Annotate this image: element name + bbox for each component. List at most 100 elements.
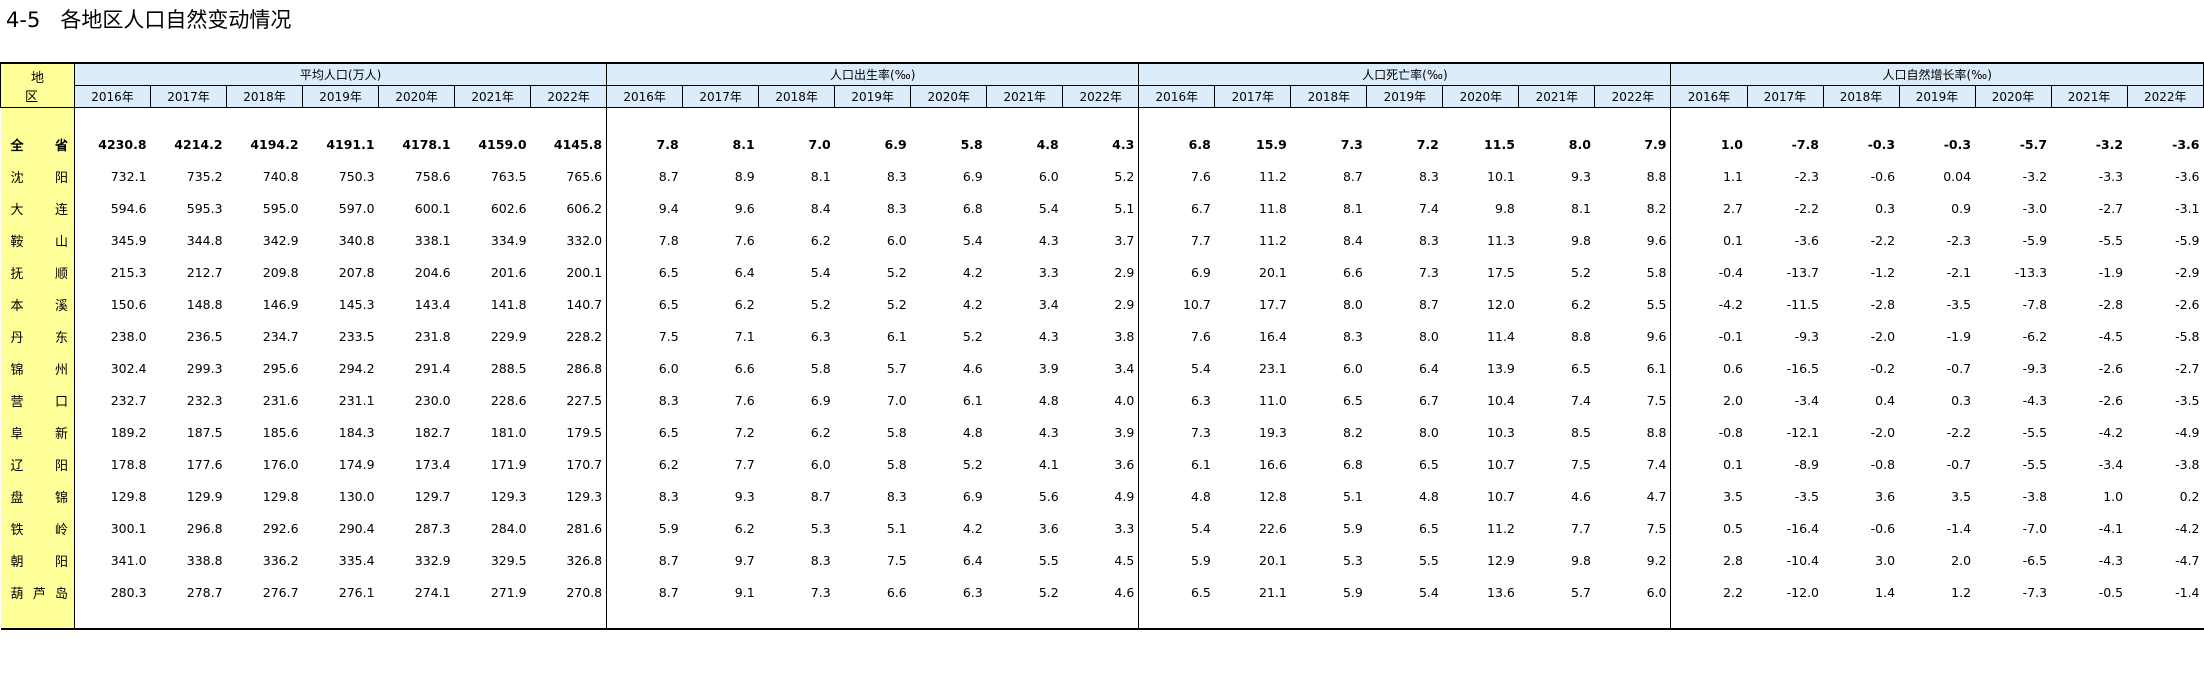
value-cell: 4.8 bbox=[1418, 488, 1439, 504]
value-cell: 8.9 bbox=[734, 168, 755, 184]
value-cell: -5.5 bbox=[2022, 456, 2048, 472]
value-cell: 4.3 bbox=[1038, 328, 1059, 344]
value-cell: -3.2 bbox=[2022, 168, 2048, 184]
value-cell: -3.5 bbox=[2175, 392, 2200, 408]
value-cell: 8.4 bbox=[810, 200, 831, 216]
value-cell: 8.1 bbox=[1571, 200, 1591, 216]
empty-cell bbox=[1062, 107, 1140, 128]
value-cell: 8.4 bbox=[1342, 232, 1363, 248]
value-cell: -3.2 bbox=[2095, 136, 2124, 152]
empty-cell bbox=[910, 608, 987, 630]
value-cell: 6.0 bbox=[1038, 168, 1059, 184]
value-cell: 12.0 bbox=[1487, 296, 1515, 312]
value-cell: 6.9 bbox=[884, 136, 907, 152]
value-cell: 6.6 bbox=[1342, 264, 1363, 280]
value-cell: 344.8 bbox=[186, 232, 223, 248]
value-cell: -3.5 bbox=[1946, 296, 1972, 312]
value-cell: 0.9 bbox=[1951, 200, 1972, 216]
value-cell: -3.8 bbox=[2175, 456, 2200, 472]
year-header: 2020年 bbox=[378, 85, 456, 108]
value-cell: 9.7 bbox=[734, 552, 755, 568]
value-cell: 174.9 bbox=[338, 456, 375, 472]
value-cell: 3.4 bbox=[1062, 352, 1140, 384]
value-cell: -12.0 bbox=[1786, 584, 1820, 600]
value-cell: 5.3 bbox=[1342, 552, 1363, 568]
table-row: 全省 4230.8 4214.2 4194.2 4191.1 4178.1 4159.0 41… bbox=[0, 128, 2204, 160]
value-cell: 4.9 bbox=[1062, 480, 1140, 512]
value-cell: 6.2 bbox=[810, 232, 831, 248]
value-cell: -0.1 bbox=[1718, 328, 1743, 344]
value-cell: -5.8 bbox=[2175, 328, 2200, 344]
value-cell: 204.6 bbox=[414, 264, 451, 280]
value-cell: 0.3 bbox=[1875, 200, 1896, 216]
value-cell: 2.0 bbox=[1723, 392, 1743, 408]
table-row: 盘锦 129.8 129.9 129.8 130.0 129.7 129.3 129.3 8.3… bbox=[0, 480, 2204, 512]
value-cell: -6.2 bbox=[2022, 328, 2048, 344]
value-cell: 594.6 bbox=[110, 200, 147, 216]
value-cell: 0.6 bbox=[1723, 360, 1743, 376]
population-table: 地 区 平均人口(万人) 人口出生率(‰) 人口死亡率(‰) 人口自然增长率(‰… bbox=[0, 62, 2204, 630]
value-cell: 4214.2 bbox=[174, 136, 223, 152]
value-cell: 7.5 bbox=[658, 328, 679, 344]
value-cell: 7.7 bbox=[1571, 520, 1591, 536]
value-cell: 9.2 bbox=[1594, 544, 1672, 576]
value-cell: 201.6 bbox=[490, 264, 527, 280]
year-header: 2022年 bbox=[1594, 85, 1672, 108]
year-header: 2022年 bbox=[2126, 85, 2204, 108]
value-cell: 4.3 bbox=[1038, 232, 1059, 248]
value-cell: -2.2 bbox=[1794, 200, 1820, 216]
empty-cell bbox=[303, 108, 379, 129]
value-cell: 6.2 bbox=[734, 520, 755, 536]
value-cell: 6.1 bbox=[886, 328, 907, 344]
value-cell: 765.6 bbox=[530, 160, 608, 192]
value-cell: -0.2 bbox=[1870, 360, 1896, 376]
value-cell: -2.7 bbox=[2098, 200, 2124, 216]
value-cell: 231.1 bbox=[338, 392, 375, 408]
value-cell: 6.4 bbox=[1418, 360, 1439, 376]
value-cell: 7.4 bbox=[1418, 200, 1439, 216]
value-cell: 332.9 bbox=[414, 552, 451, 568]
value-cell: -2.2 bbox=[1870, 232, 1896, 248]
empty-cell bbox=[1975, 108, 2051, 129]
value-cell: 0.1 bbox=[1723, 232, 1743, 248]
value-cell: 7.7 bbox=[734, 456, 755, 472]
empty-cell bbox=[1290, 608, 1367, 630]
value-cell: 17.7 bbox=[1259, 296, 1287, 312]
value-cell: 5.2 bbox=[1062, 160, 1140, 192]
value-cell: 4159.0 bbox=[478, 136, 527, 152]
value-cell: 292.6 bbox=[262, 520, 299, 536]
value-cell: 7.5 bbox=[1594, 384, 1672, 416]
table-row: 阜新 189.2 187.5 185.6 184.3 182.7 181.0 179.5 6.5… bbox=[0, 416, 2204, 448]
value-cell: 10.7 bbox=[1182, 296, 1211, 312]
value-cell: 6.3 bbox=[962, 584, 983, 600]
value-cell: 5.8 bbox=[886, 456, 907, 472]
empty-cell bbox=[1823, 108, 1899, 129]
region-name: 抚顺 bbox=[0, 256, 76, 288]
value-cell: 276.1 bbox=[338, 584, 375, 600]
value-cell: 6.9 bbox=[962, 168, 983, 184]
table-row: 铁岭 300.1 296.8 292.6 290.4 287.3 284.0 281.6 5.9… bbox=[0, 512, 2204, 544]
value-cell: 8.8 bbox=[1594, 416, 1672, 448]
table-row: 本溪 150.6 148.8 146.9 145.3 143.4 141.8 140.7 6.5… bbox=[0, 288, 2204, 320]
value-cell: 8.2 bbox=[1594, 192, 1672, 224]
value-cell: 606.2 bbox=[530, 192, 608, 224]
value-cell: 10.4 bbox=[1487, 392, 1515, 408]
value-cell: 11.2 bbox=[1259, 232, 1287, 248]
value-cell: -1.4 bbox=[1946, 520, 1972, 536]
value-cell: 8.7 bbox=[658, 168, 679, 184]
table-row: 锦州 302.4 299.3 295.6 294.2 291.4 288.5 286.8 6.0… bbox=[0, 352, 2204, 384]
value-cell: 8.3 bbox=[886, 168, 907, 184]
value-cell: -2.9 bbox=[2175, 264, 2200, 280]
year-header: 2018年 bbox=[226, 85, 304, 108]
value-cell: 8.5 bbox=[1571, 424, 1591, 440]
value-cell: 227.5 bbox=[530, 384, 608, 416]
value-cell: 8.0 bbox=[1418, 424, 1439, 440]
value-cell: -13.3 bbox=[2014, 264, 2048, 280]
value-cell: 215.3 bbox=[110, 264, 147, 280]
value-cell: 290.4 bbox=[338, 520, 375, 536]
empty-cell bbox=[1367, 108, 1443, 129]
value-cell: 9.6 bbox=[734, 200, 755, 216]
value-cell: 278.7 bbox=[186, 584, 223, 600]
value-cell: 7.4 bbox=[1594, 448, 1672, 480]
value-cell: -2.6 bbox=[2098, 392, 2124, 408]
